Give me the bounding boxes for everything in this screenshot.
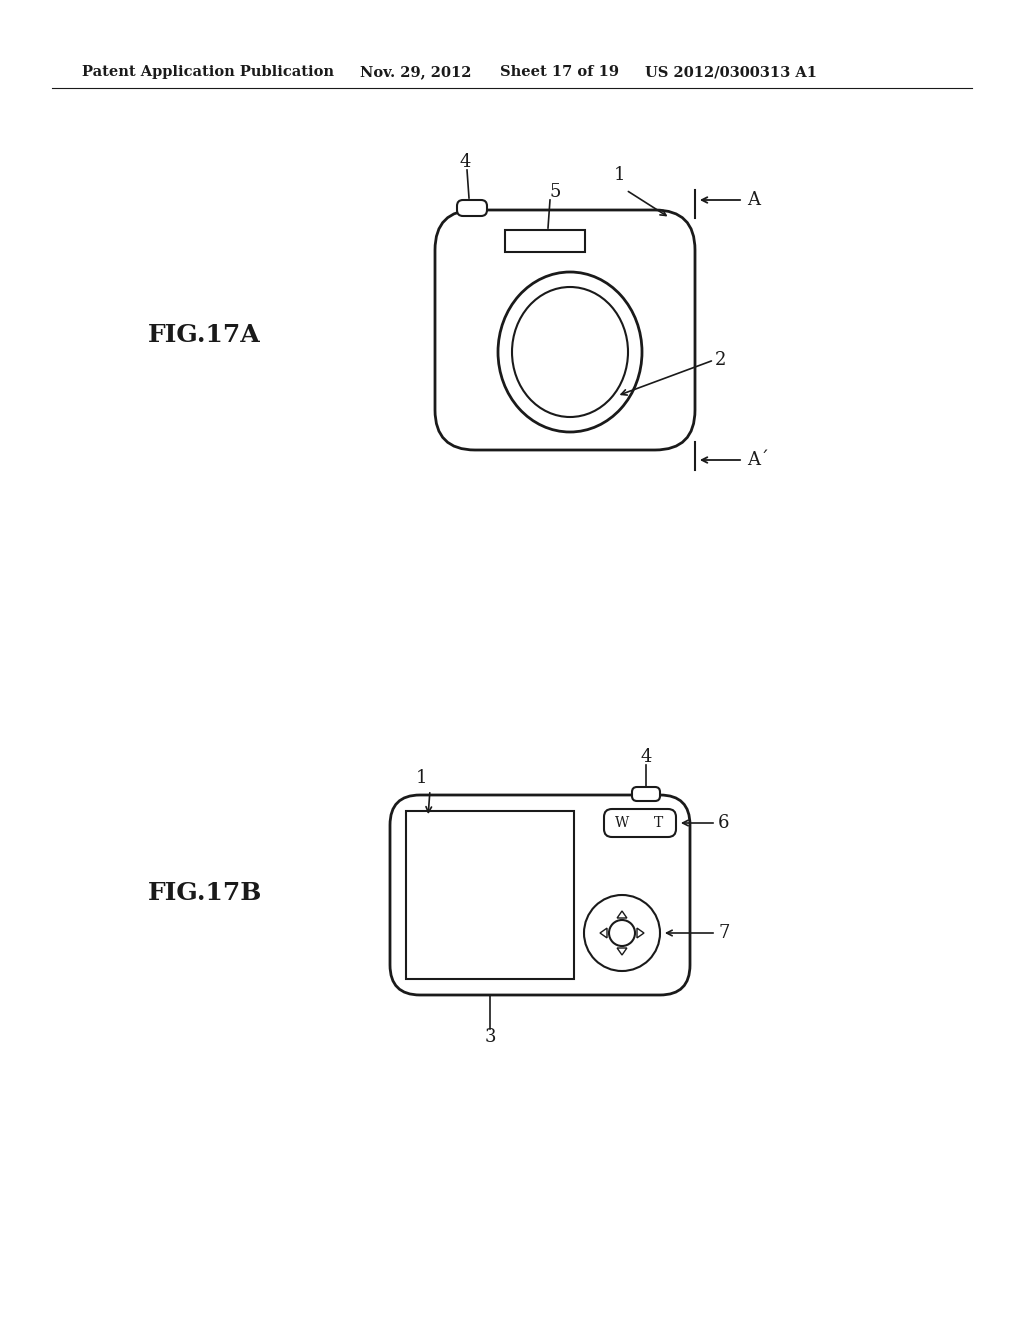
Text: Nov. 29, 2012: Nov. 29, 2012 [360, 65, 471, 79]
Text: 4: 4 [460, 153, 471, 172]
FancyBboxPatch shape [632, 787, 660, 801]
Polygon shape [637, 928, 644, 939]
Text: US 2012/0300313 A1: US 2012/0300313 A1 [645, 65, 817, 79]
Polygon shape [600, 928, 607, 939]
Circle shape [584, 895, 660, 972]
FancyBboxPatch shape [435, 210, 695, 450]
Text: Sheet 17 of 19: Sheet 17 of 19 [500, 65, 618, 79]
Ellipse shape [512, 286, 628, 417]
FancyBboxPatch shape [457, 201, 487, 216]
Text: FIG.17B: FIG.17B [148, 880, 262, 906]
Text: 3: 3 [484, 1028, 496, 1045]
Text: T: T [653, 816, 663, 830]
Text: Patent Application Publication: Patent Application Publication [82, 65, 334, 79]
FancyBboxPatch shape [604, 809, 676, 837]
Bar [406, 810, 574, 979]
Text: A: A [746, 191, 760, 209]
Text: 1: 1 [416, 770, 428, 787]
Bar [505, 230, 585, 252]
Text: 4: 4 [640, 748, 651, 766]
Circle shape [609, 920, 635, 946]
Text: 5: 5 [549, 183, 561, 201]
Polygon shape [617, 948, 627, 954]
FancyBboxPatch shape [390, 795, 690, 995]
Text: A´: A´ [746, 451, 769, 469]
Text: 1: 1 [614, 166, 626, 183]
Text: 2: 2 [715, 351, 726, 370]
Text: W: W [614, 816, 629, 830]
Text: 6: 6 [718, 814, 729, 832]
Text: FIG.17A: FIG.17A [148, 323, 261, 347]
Ellipse shape [498, 272, 642, 432]
Text: 7: 7 [718, 924, 729, 942]
Polygon shape [617, 911, 627, 917]
